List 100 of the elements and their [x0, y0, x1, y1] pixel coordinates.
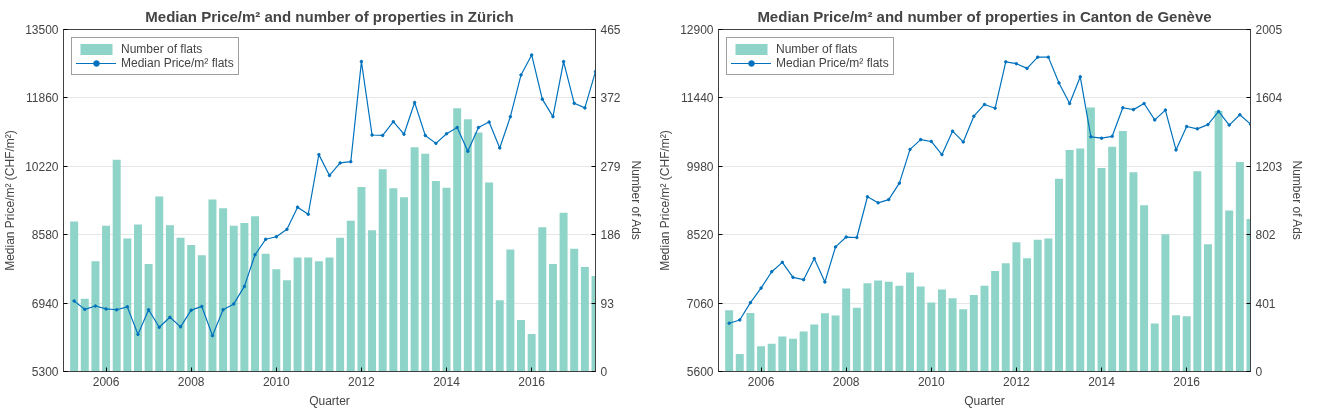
- point: [1110, 134, 1114, 139]
- bar: [1140, 205, 1149, 372]
- point: [1142, 101, 1146, 106]
- point: [370, 133, 374, 137]
- y-tick-label: 5600: [686, 365, 714, 379]
- bar: [112, 159, 121, 372]
- chart-title: Median Price/m² and number of properties in Zürich: [145, 7, 514, 25]
- bar: [282, 280, 291, 372]
- x-tick-label: 2010: [917, 374, 945, 389]
- bar: [1076, 148, 1085, 372]
- bar: [1161, 234, 1170, 372]
- point: [812, 256, 817, 261]
- point: [402, 132, 406, 136]
- point: [833, 245, 838, 249]
- y2-tick-label: 186: [600, 228, 621, 243]
- bar: [1118, 130, 1127, 372]
- x-tick-label: 2008: [177, 374, 205, 389]
- bar: [548, 264, 557, 372]
- point: [1004, 60, 1008, 64]
- bar: [1172, 315, 1181, 372]
- bar: [746, 312, 755, 372]
- bar: [165, 225, 174, 372]
- bar: [336, 237, 345, 372]
- bar: [219, 208, 228, 372]
- bar: [1012, 242, 1021, 372]
- bar: [378, 169, 387, 372]
- x-tick-label: 2012: [348, 374, 376, 389]
- bar: [1097, 168, 1106, 372]
- y-tick-label: 13500: [25, 23, 59, 37]
- point: [1152, 118, 1157, 122]
- point: [918, 137, 923, 142]
- bar: [357, 186, 366, 372]
- bar: [208, 199, 217, 372]
- bar: [895, 285, 904, 372]
- bar: [820, 313, 829, 372]
- bar: [410, 147, 419, 372]
- point: [83, 307, 87, 312]
- bar: [133, 224, 142, 372]
- point: [1163, 108, 1168, 112]
- x-tick-label: 2014: [433, 374, 461, 389]
- point: [274, 235, 279, 239]
- point: [1078, 75, 1083, 79]
- point: [551, 114, 555, 119]
- bar: [863, 283, 872, 372]
- bar: [485, 182, 494, 372]
- x-tick-label: 2010: [262, 374, 290, 389]
- bar: [842, 288, 851, 372]
- point: [423, 133, 428, 138]
- legend-label: Median Price/m² flats: [776, 56, 889, 70]
- bar: [102, 225, 111, 372]
- point: [982, 102, 987, 107]
- point: [136, 332, 140, 337]
- point: [263, 237, 268, 242]
- chart-title: Median Price/m² and number of properties in Canton de Genève: [757, 7, 1212, 25]
- point: [466, 149, 470, 154]
- bar: [251, 216, 260, 372]
- y2-axis-title: Number of Ads: [628, 160, 643, 240]
- point: [929, 139, 934, 144]
- y2-tick-label: 465: [600, 23, 621, 37]
- y-tick-label: 9980: [686, 159, 714, 174]
- y-tick-label: 12900: [680, 23, 714, 37]
- point: [104, 307, 108, 311]
- bar: [399, 197, 408, 372]
- point: [876, 201, 880, 205]
- point: [1057, 81, 1061, 85]
- bar: [421, 153, 430, 372]
- point: [349, 159, 353, 164]
- point: [1227, 123, 1231, 127]
- bar: [229, 225, 238, 372]
- y-tick-label: 7060: [686, 296, 714, 311]
- point: [455, 125, 459, 130]
- point: [210, 333, 215, 338]
- bar: [1054, 178, 1063, 372]
- bar: [527, 333, 536, 372]
- x-axis-title: Quarter: [964, 393, 1005, 408]
- bar: [580, 267, 589, 372]
- point: [519, 73, 523, 77]
- point: [178, 325, 183, 329]
- y2-tick-label: 0: [600, 365, 608, 379]
- y-tick-label: 11860: [26, 91, 59, 106]
- y-tick-label: 5300: [31, 365, 59, 379]
- point: [759, 286, 763, 290]
- bar: [474, 132, 483, 372]
- y-tick-label: 11440: [681, 91, 714, 106]
- x-tick-label: 2006: [747, 374, 775, 389]
- point: [561, 59, 566, 64]
- point: [380, 133, 385, 138]
- bar: [959, 309, 968, 372]
- x-tick-label: 2006: [92, 374, 120, 389]
- point: [157, 325, 162, 330]
- bar: [1225, 210, 1234, 372]
- y2-tick-label: 279: [600, 159, 621, 174]
- point: [1025, 66, 1029, 71]
- bar: [176, 237, 185, 372]
- x-axis-title: Quarter: [309, 393, 350, 408]
- bar: [948, 298, 957, 372]
- point: [125, 305, 130, 309]
- bar: [906, 272, 915, 372]
- point: [1099, 136, 1104, 140]
- bar: [1033, 239, 1042, 372]
